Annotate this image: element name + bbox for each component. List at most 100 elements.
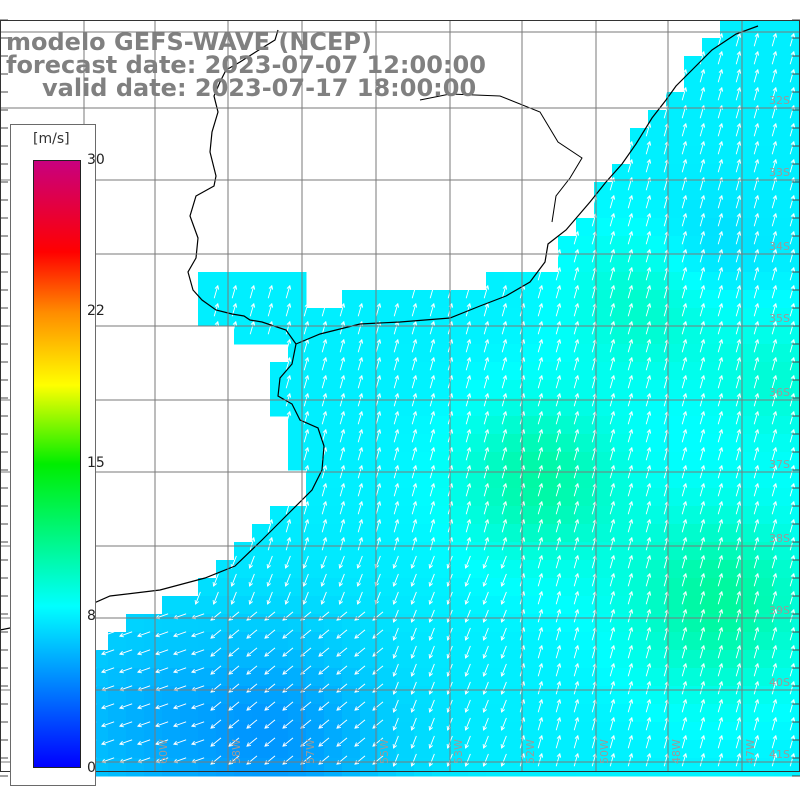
wind-speed-cell [756, 218, 775, 237]
wind-arrow [464, 573, 471, 587]
wind-arrow [428, 717, 435, 731]
wind-speed-cell [666, 650, 685, 669]
wind-arrow [717, 446, 724, 461]
wind-speed-cell [360, 524, 379, 543]
wind-speed-cell [738, 290, 757, 309]
wind-arrow [627, 752, 634, 767]
wind-arrow [230, 573, 237, 587]
wind-speed-cell [702, 560, 721, 579]
wind-speed-cell [504, 668, 523, 687]
wind-arrow [500, 699, 507, 713]
wind-speed-cell [720, 578, 739, 597]
wind-speed-cell [594, 416, 613, 435]
wind-speed-cell [450, 686, 469, 705]
wind-arrow [100, 631, 115, 638]
wind-arrow [753, 230, 760, 245]
wind-arrow [735, 230, 742, 245]
wind-arrow [267, 284, 274, 299]
wind-arrow [627, 230, 634, 245]
wind-speed-cell [288, 434, 307, 453]
wind-speed-cell [342, 704, 361, 723]
wind-speed-cell [162, 596, 181, 615]
wind-arrow [717, 410, 724, 425]
wind-speed-cell [684, 398, 703, 417]
wind-speed-cell [612, 452, 631, 471]
wind-speed-cell [738, 146, 757, 165]
wind-speed-cell [378, 632, 397, 651]
wind-speed-cell [702, 290, 721, 309]
wind-speed-cell [720, 596, 739, 615]
wind-arrow [735, 536, 742, 551]
wind-speed-cell [630, 326, 649, 345]
wind-arrow [771, 266, 778, 281]
wind-speed-cell [594, 614, 613, 633]
wind-speed-cell [666, 488, 685, 507]
wind-arrow [338, 555, 345, 569]
longitude-label: 52W [524, 739, 537, 764]
wind-speed-cell [702, 254, 721, 273]
wind-arrow [392, 753, 399, 767]
wind-arrow [609, 212, 616, 227]
wind-arrow [303, 428, 310, 443]
wind-speed-cell [738, 236, 757, 255]
wind-arrow [573, 374, 580, 389]
wind-arrow [429, 374, 436, 389]
wind-speed-cell [684, 542, 703, 561]
wind-speed-cell [288, 722, 307, 741]
wind-speed-cell [288, 272, 307, 291]
wind-speed-cell [702, 344, 721, 363]
wind-arrow [771, 662, 778, 677]
wind-speed-cell [648, 218, 667, 237]
wind-arrow [753, 338, 760, 353]
wind-speed-cell [288, 596, 307, 615]
wind-speed-cell [774, 344, 793, 363]
wind-arrow [393, 374, 400, 389]
wind-arrow [753, 50, 760, 65]
wind-speed-cell [738, 704, 757, 723]
wind-speed-cell [270, 722, 289, 741]
wind-speed-cell [324, 596, 343, 615]
wind-speed-cell [342, 398, 361, 417]
wind-speed-cell [504, 308, 523, 327]
wind-speed-cell [522, 542, 541, 561]
wind-arrow [753, 356, 760, 371]
wind-speed-cell [414, 614, 433, 633]
wind-arrow [537, 284, 544, 299]
wind-arrow [410, 555, 417, 569]
wind-speed-cell [198, 308, 217, 327]
wind-arrow [375, 482, 382, 497]
wind-arrow [501, 374, 508, 389]
wind-arrow [500, 573, 507, 587]
wind-arrow [789, 716, 796, 731]
wind-arrow [465, 320, 472, 335]
wind-arrow [771, 356, 778, 371]
wind-arrow [172, 721, 187, 728]
wind-arrow [354, 701, 366, 711]
wind-arrow [483, 500, 490, 515]
wind-speed-cell [324, 308, 343, 327]
wind-arrow [681, 680, 688, 695]
wind-speed-cell [720, 686, 739, 705]
wind-speed-cell [468, 488, 487, 507]
wind-arrow [118, 631, 133, 638]
wind-speed-cell [306, 434, 325, 453]
wind-speed-cell [486, 704, 505, 723]
wind-arrow [645, 320, 652, 335]
wind-arrow [735, 356, 742, 371]
wind-arrow [336, 737, 348, 747]
wind-speed-cell [684, 686, 703, 705]
wind-arrow [771, 536, 778, 551]
wind-arrow [753, 302, 760, 317]
wind-arrow [717, 752, 724, 767]
wind-speed-cell [594, 488, 613, 507]
wind-speed-cell [234, 722, 253, 741]
wind-speed-cell [522, 398, 541, 417]
wind-speed-cell [684, 146, 703, 165]
wind-arrow [321, 320, 328, 335]
wind-speed-cell [702, 488, 721, 507]
wind-speed-cell [666, 290, 685, 309]
wind-arrow [483, 446, 490, 461]
wind-speed-cell [252, 704, 271, 723]
wind-speed-cell [630, 146, 649, 165]
wind-arrow [555, 536, 562, 551]
